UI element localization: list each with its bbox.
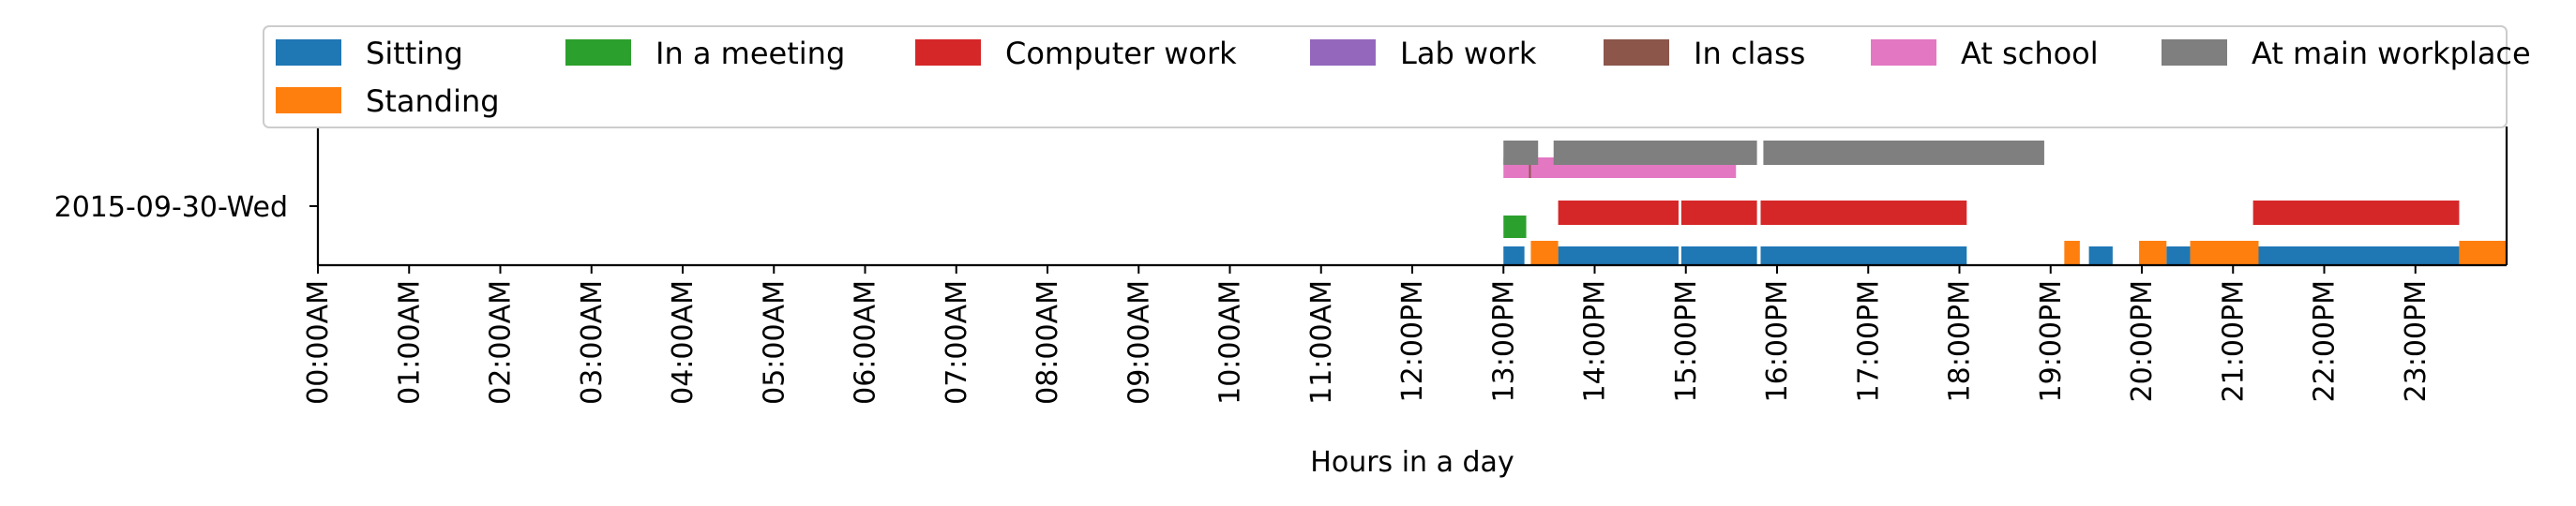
bar-computer-work bbox=[1680, 201, 1757, 225]
x-axis-title: Hours in a day bbox=[1310, 446, 1514, 479]
x-tick-label: 10:00AM bbox=[1214, 280, 1247, 405]
legend-swatch bbox=[1310, 39, 1376, 66]
x-tick-label: 11:00AM bbox=[1305, 280, 1338, 405]
legend-swatch bbox=[2162, 39, 2227, 66]
x-tick-label: 19:00PM bbox=[2035, 280, 2068, 402]
bar-at-main-workplace bbox=[1763, 141, 2044, 165]
x-tick-label: 02:00AM bbox=[485, 280, 518, 405]
x-tick-label: 21:00PM bbox=[2217, 280, 2250, 402]
legend-label: Lab work bbox=[1400, 36, 1537, 71]
bar-at-main-workplace bbox=[1503, 141, 1539, 165]
legend-swatch bbox=[1604, 39, 1669, 66]
bar-computer-work bbox=[1760, 201, 1967, 225]
bar-standing bbox=[1530, 241, 1559, 265]
bar-standing bbox=[2459, 241, 2507, 265]
x-tick-label: 20:00PM bbox=[2126, 280, 2159, 402]
bar-sitting bbox=[1558, 246, 1679, 265]
x-tick-label: 22:00PM bbox=[2309, 280, 2342, 402]
x-tick-label: 07:00AM bbox=[941, 280, 973, 405]
bar-computer-work bbox=[1558, 201, 1679, 225]
legend-label: Standing bbox=[366, 83, 500, 119]
x-tick-label: 05:00AM bbox=[758, 280, 791, 405]
x-tick-label: 15:00PM bbox=[1670, 280, 1703, 402]
x-tick-label: 17:00PM bbox=[1852, 280, 1885, 402]
x-tick-label: 06:00AM bbox=[850, 280, 882, 405]
bar-sitting bbox=[1760, 246, 1967, 265]
bars-layer bbox=[1503, 141, 2507, 265]
x-tick-label: 00:00AM bbox=[302, 280, 335, 405]
x-tick-label: 03:00AM bbox=[576, 280, 609, 405]
legend-label: Sitting bbox=[366, 36, 463, 71]
legend-label: At main workplace bbox=[2252, 36, 2531, 71]
legend: Sitting Standing In a meeting Computer work… bbox=[263, 25, 2531, 128]
axes-layer bbox=[316, 126, 2508, 267]
x-ticks-layer: 00:00AM 01:00AM 02:00AM 03:00AM 04:00AM 05:00… bbox=[302, 265, 2433, 405]
bar-computer-work bbox=[2252, 201, 2460, 225]
legend-label: In class bbox=[1694, 36, 1805, 71]
x-tick-label: 12:00PM bbox=[1396, 280, 1429, 402]
y-tick-label: 2015-09-30-Wed bbox=[54, 191, 288, 224]
bar-sitting bbox=[2088, 246, 2113, 265]
x-tick-label: 04:00AM bbox=[667, 280, 700, 405]
bar-in-a-meeting bbox=[1503, 216, 1527, 238]
x-tick-label: 18:00PM bbox=[1944, 280, 1977, 402]
bar-sitting bbox=[1503, 246, 1525, 265]
legend-label: At school bbox=[1961, 36, 2099, 71]
legend-label: In a meeting bbox=[655, 36, 845, 71]
x-tick-label: 13:00PM bbox=[1487, 280, 1520, 402]
legend-swatch bbox=[565, 39, 631, 66]
y-ticks-layer: 2015-09-30-Wed bbox=[54, 191, 318, 224]
legend-items: Sitting Standing In a meeting Computer work… bbox=[276, 36, 2531, 119]
legend-swatch bbox=[915, 39, 981, 66]
bar-standing bbox=[2190, 241, 2259, 265]
bar-at-main-workplace bbox=[1553, 141, 1757, 165]
x-tick-label: 08:00AM bbox=[1032, 280, 1064, 405]
x-tick-label: 23:00PM bbox=[2400, 280, 2433, 402]
bar-standing bbox=[2064, 241, 2080, 265]
x-tick-label: 09:00AM bbox=[1122, 280, 1155, 405]
legend-swatch bbox=[276, 87, 341, 113]
bar-sitting bbox=[1680, 246, 1757, 265]
legend-label: Computer work bbox=[1005, 36, 1237, 71]
legend-swatch bbox=[276, 39, 341, 66]
legend-swatch bbox=[1871, 39, 1936, 66]
x-tick-label: 14:00PM bbox=[1579, 280, 1612, 402]
legend-frame bbox=[263, 25, 2508, 128]
x-tick-label: 16:00PM bbox=[1761, 280, 1794, 402]
x-tick-label: 01:00AM bbox=[393, 280, 426, 405]
bar-sitting bbox=[2166, 246, 2191, 265]
bar-sitting bbox=[2252, 246, 2460, 265]
bar-standing bbox=[2139, 241, 2167, 265]
